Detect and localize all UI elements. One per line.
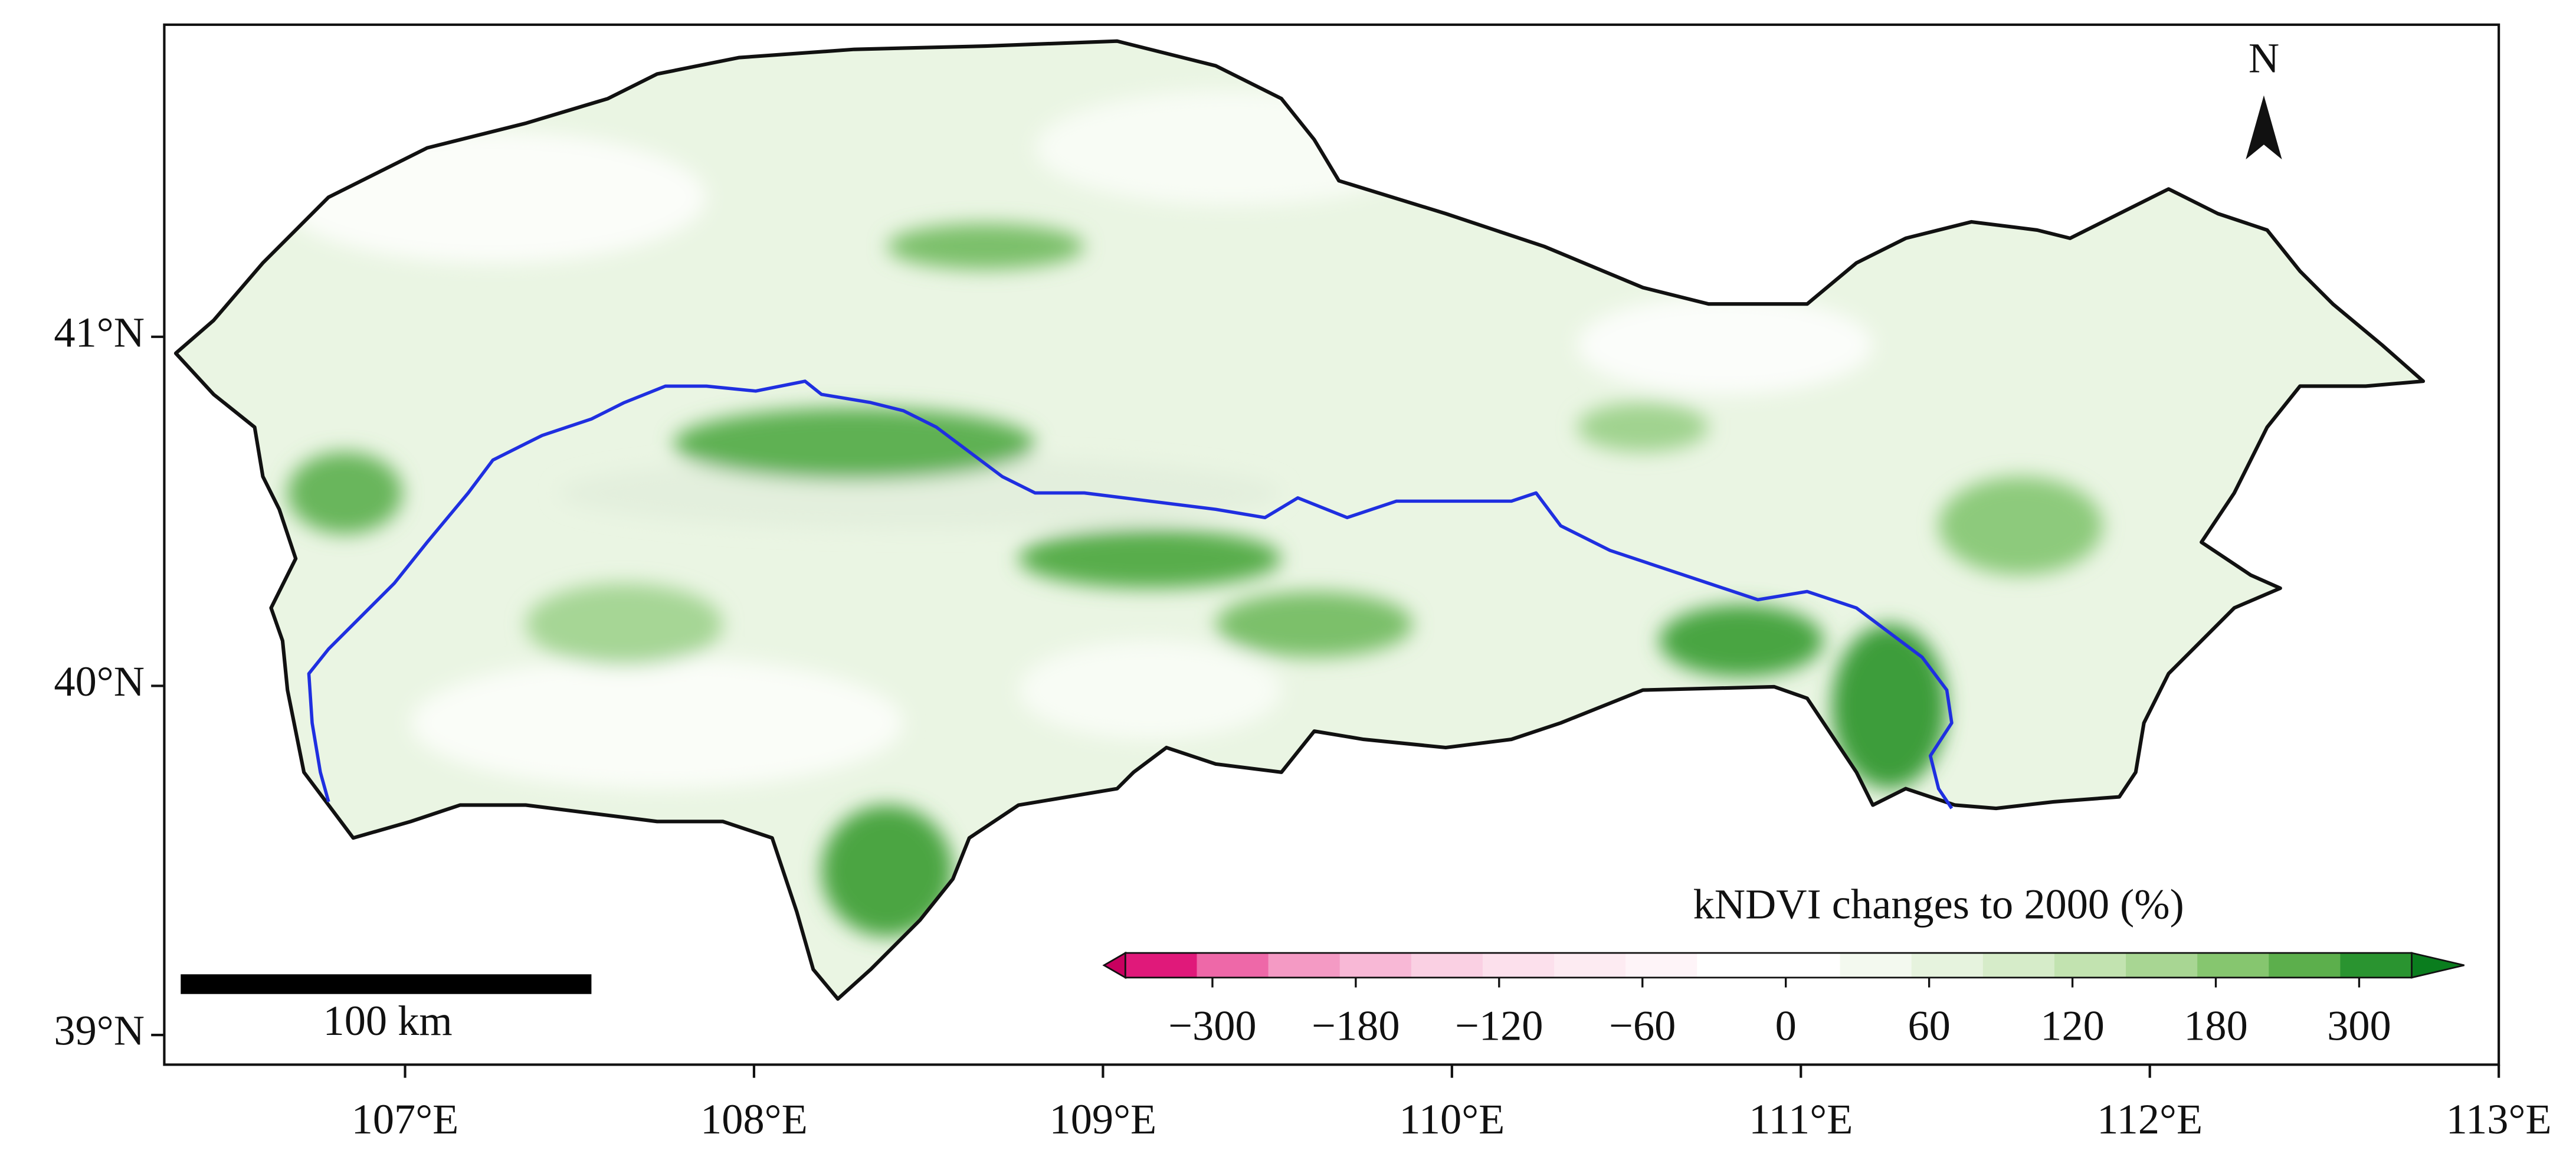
y-tick-label: 39°N (54, 1007, 145, 1054)
north-label: N (2249, 34, 2279, 82)
colorbar-segment (1840, 953, 1913, 978)
y-tick-label: 41°N (54, 308, 145, 356)
scale-bar-rect (181, 974, 592, 994)
x-tick-label: 110°E (1399, 1095, 1505, 1143)
north-arrow: N (2246, 34, 2282, 160)
colorbar-segment (1625, 953, 1698, 978)
x-tick-label: 113°E (2446, 1095, 2552, 1143)
colorbar-segment (2054, 953, 2127, 978)
colorbar-segment (1697, 953, 1769, 978)
colorbar-tick-label: −60 (1609, 1002, 1676, 1050)
colorbar: −300 −180 −120 −60 0 60 120 180 300 (1102, 951, 2464, 1050)
colorbar-tick-label: −300 (1168, 1002, 1256, 1050)
x-tick-label: 112°E (2097, 1095, 2203, 1143)
colorbar-segment (2269, 953, 2341, 978)
scale-bar-label: 100 km (323, 997, 453, 1044)
x-tick-label: 111°E (1749, 1095, 1853, 1143)
colorbar-segment (1197, 953, 1269, 978)
colorbar-tick-label: 120 (2040, 1002, 2105, 1050)
colorbar-segment (2197, 953, 2270, 978)
x-tick-label: 107°E (352, 1095, 459, 1143)
colorbar-tick-label: −180 (1312, 1002, 1400, 1050)
scale-bar: 100 km (181, 974, 592, 1044)
colorbar-tick-label: 300 (2327, 1002, 2391, 1050)
colorbar-tick-label: 60 (1908, 1002, 1950, 1050)
colorbar-outline (1124, 952, 2413, 979)
colorbar-segment (1911, 953, 1984, 978)
north-arrow-icon (2246, 95, 2282, 160)
colorbar-segment (2126, 953, 2198, 978)
colorbar-tick-label: 0 (1775, 1002, 1797, 1050)
colorbar-segment (1982, 953, 2056, 978)
yellow-river (307, 379, 1954, 810)
colorbar-segment (1411, 953, 1484, 978)
y-tick-label: 40°N (54, 657, 145, 705)
axes: 107°E 108°E 109°E 110°E 111°E 112°E 113°E 39°N 4… (54, 308, 2551, 1143)
colorbar-title: kNDVI changes to 2000 (%) (1693, 880, 2184, 928)
basin-boundary (173, 39, 2426, 1001)
colorbar-segment (1125, 953, 1198, 978)
colorbar-segment (1482, 953, 1555, 978)
x-tick-label: 109°E (1050, 1095, 1157, 1143)
colorbar-segment (1268, 953, 1341, 978)
colorbar-tick-label: −120 (1455, 1002, 1543, 1050)
colorbar-segment (1339, 953, 1412, 978)
colorbar-segment (1768, 953, 1841, 978)
colorbar-segment (2340, 953, 2413, 978)
colorbar-segment (1554, 953, 1627, 978)
x-tick-label: 108°E (700, 1095, 808, 1143)
colorbar-tick-label: 180 (2184, 1002, 2248, 1050)
